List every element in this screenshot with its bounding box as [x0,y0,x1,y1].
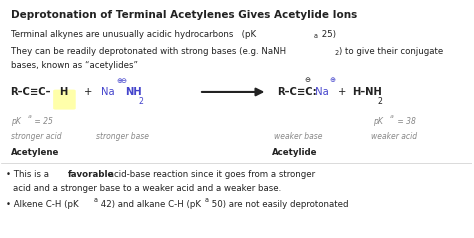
Text: ⊕: ⊕ [116,78,122,84]
Text: +: + [84,87,92,97]
Text: Na: Na [312,87,328,97]
Text: They can be readily deprotonated with strong bases (e.g. NaNH: They can be readily deprotonated with st… [11,47,286,55]
Text: Deprotonation of Terminal Acetylenes Gives Acetylide Ions: Deprotonation of Terminal Acetylenes Giv… [11,10,357,20]
Text: = 38: = 38 [395,117,416,126]
Text: +: + [338,87,346,97]
Text: a: a [205,197,209,203]
Text: acid-base reaction since it goes from a stronger: acid-base reaction since it goes from a … [106,169,315,178]
Text: favorable: favorable [68,169,115,178]
Text: 42) and alkane C-H (pK: 42) and alkane C-H (pK [98,200,201,209]
Text: Terminal alkynes are unusually acidic hydrocarbons   (pK: Terminal alkynes are unusually acidic hy… [11,30,256,39]
Text: ) to give their conjugate: ) to give their conjugate [339,47,444,55]
Text: a: a [93,197,97,203]
Text: acid and a stronger base to a weaker acid and a weaker base.: acid and a stronger base to a weaker aci… [13,184,282,193]
Text: H–NH: H–NH [352,87,382,97]
Text: ⊖: ⊖ [120,78,126,84]
Text: 25): 25) [319,30,337,39]
Text: 2: 2 [378,97,383,106]
Text: NH: NH [126,87,142,97]
Text: 2: 2 [334,50,338,56]
Text: • Alkene C-H (pK: • Alkene C-H (pK [6,200,79,209]
FancyBboxPatch shape [53,89,76,109]
Text: stronger base: stronger base [95,132,148,141]
Text: weaker acid: weaker acid [371,132,417,141]
Text: a: a [313,33,318,39]
Text: R–C≡C–: R–C≡C– [10,87,50,97]
Text: Na: Na [101,87,115,97]
Text: ⊖: ⊖ [304,77,310,83]
Text: stronger acid: stronger acid [11,132,62,141]
Text: = 25: = 25 [32,117,53,126]
Text: ⊕: ⊕ [329,77,336,83]
Text: • This is a: • This is a [6,169,52,178]
Text: pK: pK [11,117,21,126]
Text: 2: 2 [138,97,143,106]
Text: H: H [59,87,67,97]
Text: Acetylene: Acetylene [11,149,59,157]
Text: Acetylide: Acetylide [272,149,318,157]
Text: pK: pK [373,117,383,126]
Text: a: a [28,114,32,119]
Text: R–C≡C:: R–C≡C: [277,87,317,97]
Text: bases, known as “acetylides”: bases, known as “acetylides” [11,61,138,70]
Text: 50) are not easily deprotonated: 50) are not easily deprotonated [209,200,348,209]
Text: weaker base: weaker base [274,132,323,141]
Text: a: a [390,114,394,119]
